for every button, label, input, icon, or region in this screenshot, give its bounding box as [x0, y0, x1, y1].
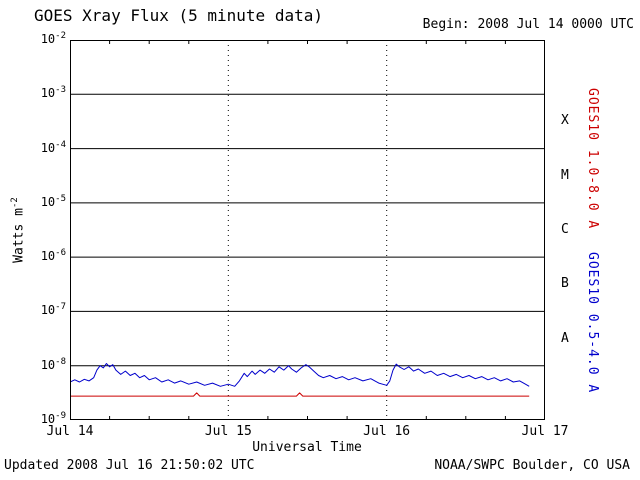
flare-class-label: B	[561, 276, 569, 292]
y-tick-label: 10-2	[40, 31, 66, 46]
y-tick-label: 10-6	[40, 248, 66, 264]
y-tick-label: 10-8	[40, 356, 66, 372]
begin-timestamp: Begin: 2008 Jul 14 0000 UTC	[422, 17, 634, 32]
flare-class-label: C	[561, 222, 569, 237]
flare-class-label: X	[561, 113, 569, 129]
y-tick-label: 10-4	[40, 139, 66, 155]
x-tick-label: Jul 17	[521, 424, 569, 439]
flare-class-label: A	[561, 330, 569, 346]
x-tick-label: Jul 15	[204, 424, 252, 439]
y-tick-label: 10-3	[40, 85, 66, 101]
x-axis-title: Universal Time	[252, 440, 362, 455]
x-tick-label: Jul 16	[363, 424, 411, 439]
series-label-long-band: GOES10 1.0-8.0 A	[585, 88, 600, 230]
y-tick-label: 10-7	[40, 302, 66, 318]
plot-area	[70, 40, 545, 420]
goes-short-band-trace	[70, 363, 530, 387]
flare-class-label: M	[561, 167, 569, 183]
updated-timestamp: Updated 2008 Jul 16 21:50:02 UTC	[4, 458, 255, 473]
y-tick-label: 10-9	[40, 411, 66, 426]
chart-title: GOES Xray Flux (5 minute data)	[34, 6, 323, 25]
goes-long-band-trace	[70, 392, 530, 397]
source-attribution: NOAA/SWPC Boulder, CO USA	[434, 458, 630, 473]
y-axis-title-exponent: -2	[10, 197, 20, 209]
series-label-short-band: GOES10 0.5-4.0 A	[585, 252, 600, 394]
y-tick-label: 10-5	[40, 193, 66, 209]
plot-border	[70, 40, 545, 420]
x-tick-label: Jul 14	[46, 424, 94, 439]
